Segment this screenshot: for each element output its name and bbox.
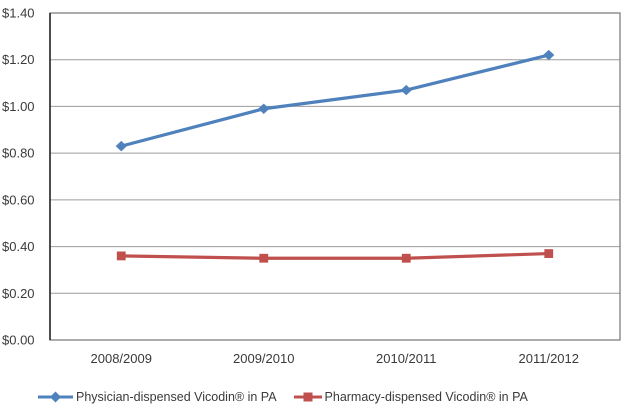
x-tick-label: 2010/2011	[376, 351, 437, 366]
x-tick-label: 2008/2009	[91, 351, 152, 366]
y-tick-label: $1.20	[2, 52, 35, 67]
data-point	[401, 253, 411, 263]
legend-item-physician: Physician-dispensed Vicodin® in PA	[38, 390, 277, 404]
series-line-0	[119, 53, 551, 148]
legend-marker-diamond-icon	[38, 391, 73, 403]
y-tick-label: $0.80	[2, 146, 35, 161]
legend-item-pharmacy: Pharmacy-dispensed Vicodin® in PA	[293, 390, 528, 404]
legend-label-physician: Physician-dispensed Vicodin® in PA	[76, 390, 277, 404]
y-tick-label: $0.60	[2, 192, 35, 207]
y-tick-label: $0.00	[2, 333, 35, 348]
data-point	[544, 249, 554, 258]
line-chart: $1.40 $1.20 $1.00 $0.80 $0.60 $0.40 $0.20 $0.00…	[2, 6, 621, 366]
legend-marker-square-icon	[293, 392, 322, 402]
data-point	[258, 103, 270, 114]
chart-legend: Physician-dispensed Vicodin® in PA Pharm…	[38, 387, 528, 407]
plot-border	[49, 12, 621, 341]
series-line-1	[119, 251, 551, 260]
data-point	[543, 49, 555, 61]
data-point	[400, 84, 412, 96]
data-point	[115, 140, 127, 152]
x-tick-label: 2009/2010	[233, 351, 294, 366]
legend-label-pharmacy: Pharmacy-dispensed Vicodin® in PA	[324, 390, 528, 404]
y-tick-label: $1.40	[2, 6, 35, 21]
data-point	[259, 253, 269, 263]
x-tick-label: 2011/2012	[519, 351, 580, 366]
data-point	[116, 251, 126, 261]
y-tick-label: $1.00	[2, 99, 35, 114]
y-tick-label: $0.40	[2, 239, 35, 254]
y-tick-label: $0.20	[2, 286, 35, 301]
